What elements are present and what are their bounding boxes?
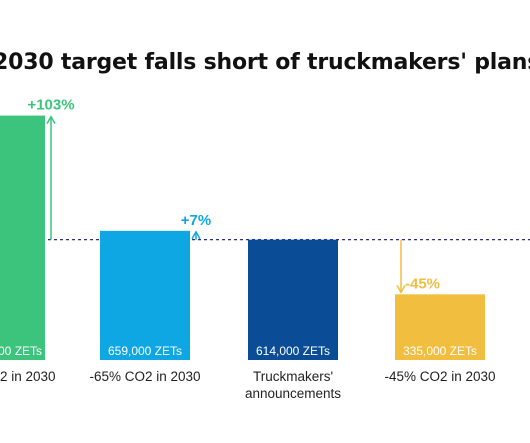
bar-3 <box>395 294 485 360</box>
change-label-0: +103% <box>27 97 74 114</box>
category-label-2-line2: announcements <box>245 386 341 401</box>
category-label-2: Truckmakers' <box>253 369 333 384</box>
bar-2 <box>248 239 338 360</box>
bar-value-label-3: 335,000 ZETs <box>403 344 477 358</box>
change-label-1: +7% <box>181 212 211 229</box>
change-label-3: -45% <box>405 275 440 292</box>
category-label-1: -65% CO2 in 2030 <box>89 369 200 384</box>
change-arrowhead-3 <box>396 284 406 294</box>
change-arrowhead-0 <box>46 115 56 124</box>
category-label-0: -??% CO2 in 2030 <box>0 369 56 384</box>
category-label-3: -45% CO2 in 2030 <box>384 369 495 384</box>
bar-0 <box>0 115 45 360</box>
change-arrowhead-1 <box>191 230 201 240</box>
bar-value-label-1: 659,000 ZETs <box>108 344 182 358</box>
chart-title: 2030 target falls short of truckmakers' … <box>0 50 530 75</box>
bar-value-label-2: 614,000 ZETs <box>256 344 330 358</box>
bar-value-label-0: 1,247,000 ZETs <box>0 344 42 358</box>
bar-1 <box>100 230 190 360</box>
